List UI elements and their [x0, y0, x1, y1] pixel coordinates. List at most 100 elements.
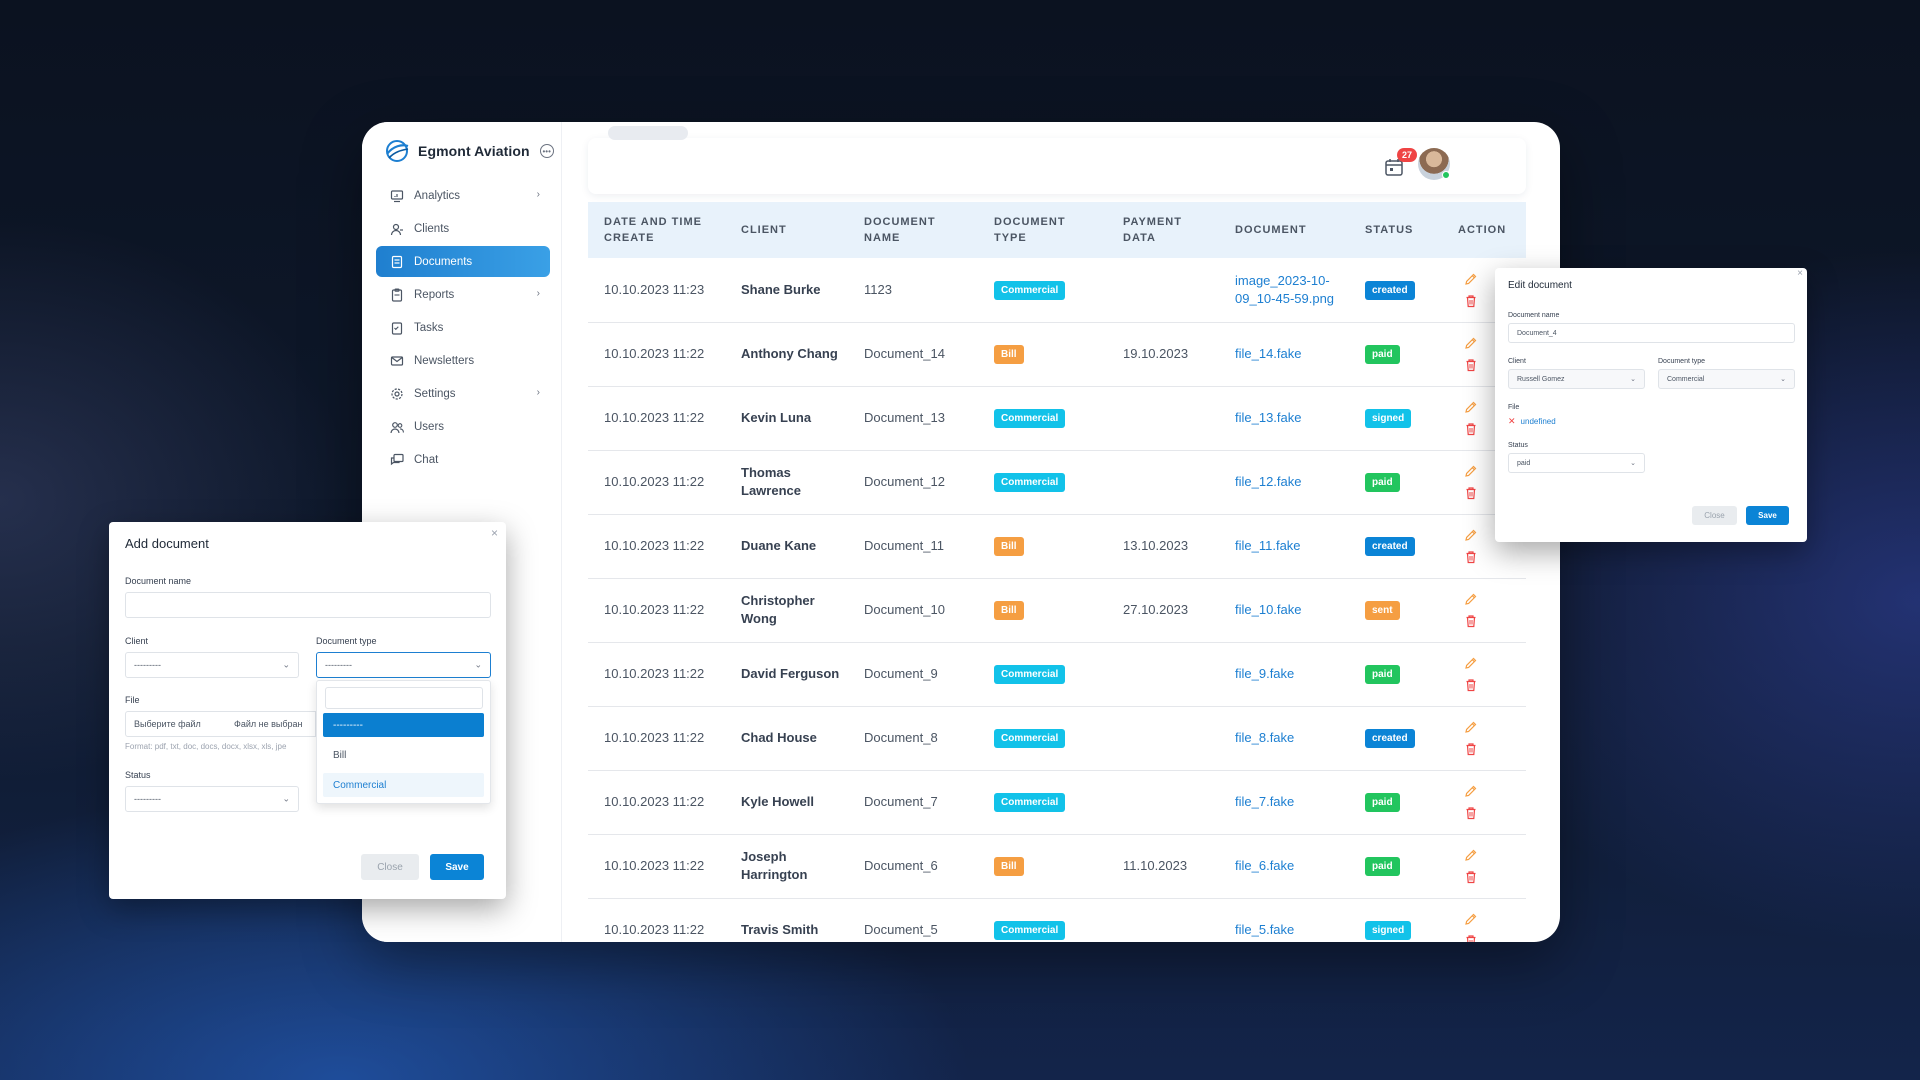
sidebar-item-chat[interactable]: Chat [376, 444, 550, 475]
edit-pencil-icon[interactable] [1464, 720, 1478, 734]
table-row[interactable]: 10.10.2023 11:22 Kevin Luna Document_13 Com… [588, 386, 1526, 451]
status-badge: created [1365, 729, 1415, 748]
cell-document-file-link[interactable]: file_9.fake [1219, 642, 1349, 707]
document-name-input[interactable] [125, 592, 491, 618]
add-document-modal: Add document × Document name Client ----… [109, 522, 506, 899]
delete-trash-icon[interactable] [1464, 806, 1478, 820]
edit-document-name-input[interactable]: Document_4 [1508, 323, 1795, 343]
edit-modal-close-button[interactable]: Close [1692, 506, 1737, 525]
cell-document-file-link[interactable]: file_6.fake [1219, 834, 1349, 899]
cell-document-file-link[interactable]: file_10.fake [1219, 578, 1349, 643]
col-header-date[interactable]: DATE AND TIME CREATE [604, 216, 702, 244]
cell-document-type: Commercial [978, 898, 1107, 942]
delete-trash-icon[interactable] [1464, 422, 1478, 436]
edit-pencil-icon[interactable] [1464, 912, 1478, 926]
edit-pencil-icon[interactable] [1464, 656, 1478, 670]
online-status-dot [1442, 171, 1450, 179]
edit-pencil-icon[interactable] [1464, 336, 1478, 350]
cell-document-file-link[interactable]: file_12.fake [1219, 450, 1349, 515]
delete-trash-icon[interactable] [1464, 486, 1478, 500]
cell-document-file-link[interactable]: file_14.fake [1219, 322, 1349, 387]
col-header-document-name[interactable]: DOCUMENT NAME [864, 216, 936, 244]
delete-trash-icon[interactable] [1464, 870, 1478, 884]
table-row[interactable]: 10.10.2023 11:22 Kyle Howell Document_7 Com… [588, 770, 1526, 835]
cell-document-file-link[interactable]: file_11.fake [1219, 514, 1349, 579]
cell-status: signed [1349, 898, 1442, 942]
sidebar-item-newsletters[interactable]: Newsletters [376, 345, 550, 376]
cell-document-file-link[interactable]: file_7.fake [1219, 770, 1349, 835]
edit-document-type-label: Document type [1658, 358, 1706, 365]
table-row[interactable]: 10.10.2023 11:22 Christopher Wong Document… [588, 578, 1526, 643]
delete-trash-icon[interactable] [1464, 678, 1478, 692]
brand[interactable]: Egmont Aviation ••• [384, 138, 554, 164]
col-header-document[interactable]: DOCUMENT [1235, 224, 1307, 236]
dropdown-option[interactable]: Commercial [323, 773, 484, 797]
delete-trash-icon[interactable] [1464, 934, 1478, 942]
edit-pencil-icon[interactable] [1464, 464, 1478, 478]
edit-document-modal: Edit document × Document name Document_4… [1495, 268, 1807, 542]
table-row[interactable]: 10.10.2023 11:22 Travis Smith Document_5 Co… [588, 898, 1526, 942]
edit-client-select[interactable]: Russell Gomez ⌄ [1508, 369, 1645, 389]
delete-trash-icon[interactable] [1464, 614, 1478, 628]
col-header-payment-data[interactable]: PAYMENT DATA [1123, 216, 1182, 244]
add-modal-close-icon[interactable]: × [490, 526, 498, 540]
cell-document-file-link[interactable]: image_2023-10-09_10-45-59.png [1219, 258, 1349, 323]
user-avatar[interactable] [1418, 148, 1450, 180]
users-icon [390, 421, 404, 433]
sidebar-item-label: Chat [414, 453, 439, 466]
document-type-badge: Commercial [994, 280, 1066, 300]
col-header-document-type[interactable]: DOCUMENT TYPE [994, 216, 1066, 244]
calendar-icon[interactable] [1383, 156, 1405, 178]
edit-document-type-select[interactable]: Commercial ⌄ [1658, 369, 1795, 389]
sidebar-item-label: Analytics [414, 189, 461, 202]
table-row[interactable]: 10.10.2023 11:22 Anthony Chang Document_14… [588, 322, 1526, 387]
delete-trash-icon[interactable] [1464, 294, 1478, 308]
add-modal-close-button[interactable]: Close [361, 854, 419, 880]
sidebar-item-clients[interactable]: Clients [376, 213, 550, 244]
delete-trash-icon[interactable] [1464, 550, 1478, 564]
sidebar-item-tasks[interactable]: Tasks [376, 312, 550, 343]
edit-file-link[interactable]: undefined [1520, 417, 1556, 426]
table-row[interactable]: 10.10.2023 11:22 Chad House Document_8 Comm… [588, 706, 1526, 771]
edit-pencil-icon[interactable] [1464, 848, 1478, 862]
dropdown-option[interactable]: --------- [323, 713, 484, 737]
delete-trash-icon[interactable] [1464, 358, 1478, 372]
table-row[interactable]: 10.10.2023 11:22 David Ferguson Document_9… [588, 642, 1526, 707]
chevron-down-icon: ⌄ [282, 793, 290, 804]
choose-file-button[interactable]: Выберите файл [125, 711, 227, 737]
edit-modal-save-button[interactable]: Save [1746, 506, 1789, 525]
sidebar-item-documents[interactable]: Documents [376, 246, 550, 277]
col-header-status[interactable]: STATUS [1365, 224, 1414, 236]
col-header-client[interactable]: CLIENT [741, 224, 787, 236]
client-select[interactable]: --------- ⌄ [125, 652, 299, 678]
table-row[interactable]: 10.10.2023 11:22 Thomas Lawrence Document_… [588, 450, 1526, 515]
edit-modal-close-icon[interactable]: × [1797, 268, 1803, 279]
table-row[interactable]: 10.10.2023 11:22 Joseph Harrington Documen… [588, 834, 1526, 899]
sidebar-item-users[interactable]: Users [376, 411, 550, 442]
sidebar-item-analytics[interactable]: Analytics › [376, 180, 550, 211]
edit-status-select[interactable]: paid ⌄ [1508, 453, 1645, 473]
cell-document-type: Commercial [978, 642, 1107, 707]
edit-pencil-icon[interactable] [1464, 784, 1478, 798]
sidebar-item-settings[interactable]: Settings › [376, 378, 550, 409]
delete-trash-icon[interactable] [1464, 742, 1478, 756]
table-row[interactable]: 10.10.2023 11:22 Duane Kane Document_11 Bil… [588, 514, 1526, 579]
document-type-badge: Bill [994, 537, 1024, 556]
table-row[interactable]: 10.10.2023 11:23 Shane Burke 1123 Commercia… [588, 258, 1526, 323]
sidebar-item-reports[interactable]: Reports › [376, 279, 550, 310]
edit-pencil-icon[interactable] [1464, 272, 1478, 286]
add-modal-save-button[interactable]: Save [430, 854, 484, 880]
edit-pencil-icon[interactable] [1464, 528, 1478, 542]
more-icon[interactable]: ••• [539, 144, 554, 158]
edit-pencil-icon[interactable] [1464, 400, 1478, 414]
cell-document-file-link[interactable]: file_5.fake [1219, 898, 1349, 942]
document-type-select[interactable]: --------- ⌄ [316, 652, 491, 678]
edit-pencil-icon[interactable] [1464, 592, 1478, 606]
cell-document-file-link[interactable]: file_8.fake [1219, 706, 1349, 771]
status-select[interactable]: --------- ⌄ [125, 786, 299, 812]
dropdown-option[interactable]: Bill [333, 749, 347, 761]
dropdown-search-input[interactable] [325, 687, 483, 709]
cell-document-file-link[interactable]: file_13.fake [1219, 386, 1349, 451]
document-name-label: Document name [125, 576, 192, 586]
remove-file-icon[interactable]: ✕ [1508, 416, 1516, 426]
